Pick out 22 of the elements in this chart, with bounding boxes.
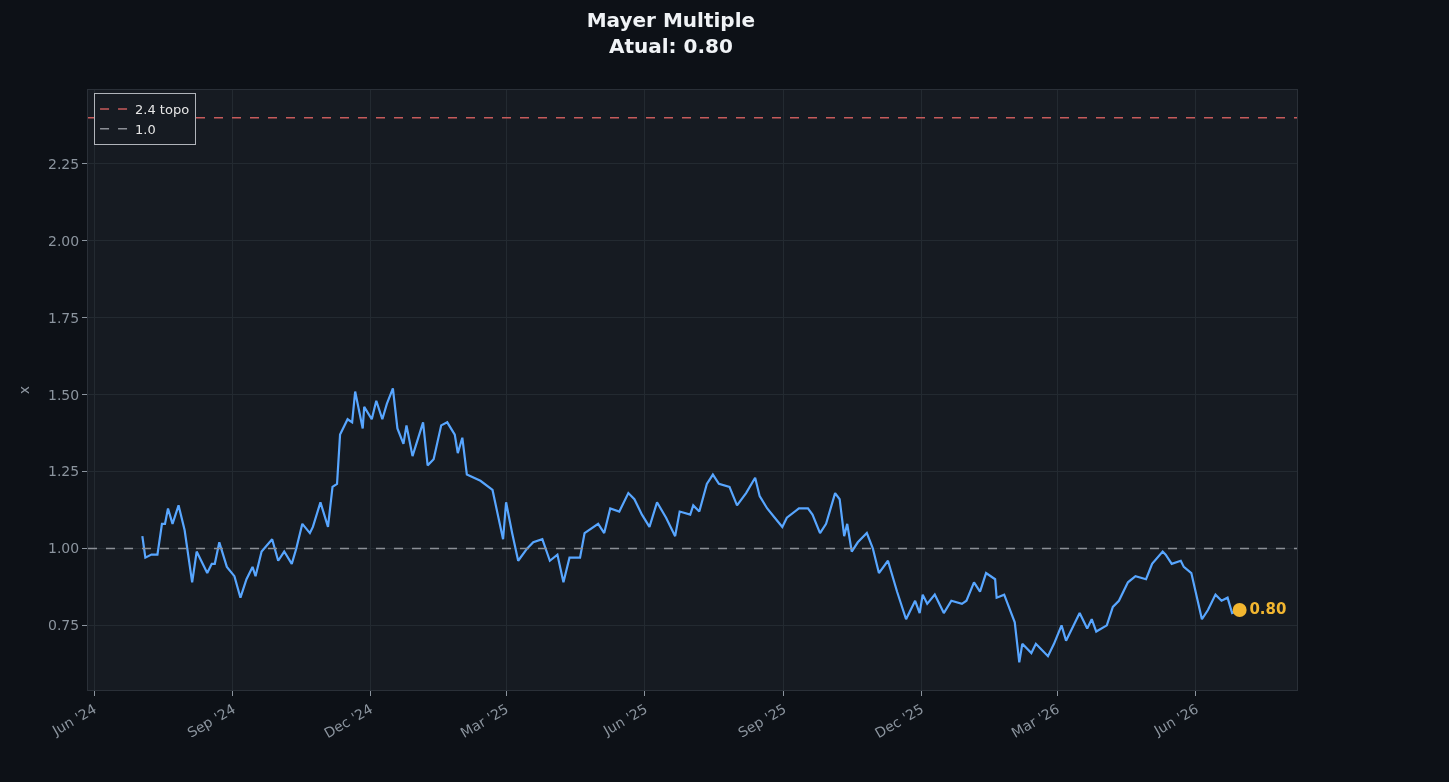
chart-subtitle: Atual: 0.80	[608, 34, 733, 59]
chart-title: Mayer Multiple	[586, 8, 756, 33]
x-tick-label: Dec '25	[872, 700, 927, 742]
y-tick-label: 2.25	[48, 155, 80, 172]
y-tick-label: 1.25	[48, 463, 80, 480]
x-tick-label: Dec '24	[321, 700, 376, 742]
y-tick-label: 1.50	[48, 386, 80, 403]
x-tick-label: Jun '25	[599, 700, 650, 739]
x-tick-label: Jun '24	[48, 700, 100, 739]
y-tick-label: 1.75	[48, 309, 80, 326]
x-tick-label: Mar '26	[1008, 700, 1063, 741]
x-tick-label: Sep '24	[184, 700, 238, 741]
ref-line-label: 2.4 topo	[135, 102, 190, 118]
x-tick-label: Jun '26	[1150, 700, 1201, 739]
data-label: 0.80	[1249, 599, 1287, 618]
y-tick-label: 2.00	[48, 232, 80, 249]
y-tick-label: 1.00	[48, 540, 80, 557]
x-tick-label: Sep '25	[735, 700, 789, 741]
legend-label: 1.0	[135, 121, 156, 137]
x-tick-label: Mar '25	[457, 700, 512, 741]
y-tick-label: 0.75	[48, 617, 80, 634]
y-axis-title: x	[15, 385, 32, 395]
